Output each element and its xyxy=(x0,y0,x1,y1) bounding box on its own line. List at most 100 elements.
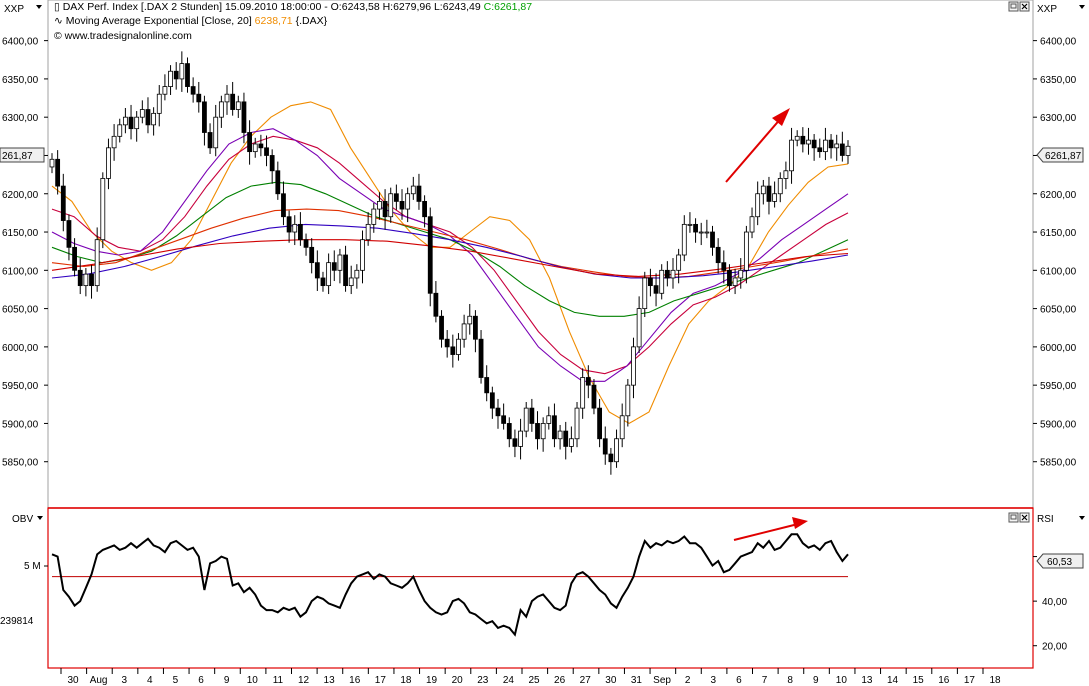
candle-body xyxy=(292,223,298,233)
candle-body xyxy=(393,193,399,202)
candle-body xyxy=(484,377,490,394)
chevron-down-icon[interactable] xyxy=(37,516,43,520)
candle-body xyxy=(399,201,405,210)
candle-body xyxy=(518,430,523,447)
close-icon[interactable] xyxy=(1019,512,1030,523)
candle-body xyxy=(670,269,676,279)
x-axis: 30 Aug 3 4 5 6 9 10 11 12 13 16 17 18 19 20 23 24 25 26 27 30… xyxy=(60,668,1001,686)
candle-body xyxy=(258,143,264,149)
chevron-down-icon[interactable] xyxy=(36,5,42,9)
candle-body xyxy=(467,315,473,325)
ohlc-readout: 15.09.2010 18:00:00 - O:6243,58 H:6279,9… xyxy=(224,1,481,13)
candle-body xyxy=(168,70,173,87)
candle-body xyxy=(845,145,851,156)
candle-body xyxy=(77,269,83,287)
candle-body xyxy=(410,185,416,195)
candle-body xyxy=(693,223,698,233)
candle-body xyxy=(574,407,580,440)
candle-body xyxy=(275,170,281,195)
y-tick-label-right: 6000,00 xyxy=(1040,343,1077,354)
candle-body xyxy=(535,423,540,440)
chevron-down-icon[interactable] xyxy=(1079,516,1085,520)
candle-body xyxy=(608,453,614,463)
ema-line xyxy=(51,208,849,279)
candle-body xyxy=(738,269,744,279)
candle-body xyxy=(755,193,761,218)
x-tick-label: 31 xyxy=(631,675,643,686)
x-tick-label: 4 xyxy=(147,675,153,686)
candle-icon: ▯ xyxy=(54,1,60,13)
candle-body xyxy=(89,273,94,287)
candle-body xyxy=(286,216,292,233)
candle-body xyxy=(196,93,202,103)
candle-body xyxy=(811,139,817,149)
x-tick-label: 9 xyxy=(813,675,819,686)
candle-body xyxy=(264,147,269,156)
y-tick-label-right: 6200,00 xyxy=(1040,190,1077,201)
minimize-icon[interactable] xyxy=(1008,1,1019,12)
candle-body xyxy=(557,430,563,440)
candle-body xyxy=(422,201,427,218)
candle-body xyxy=(783,170,789,179)
ema-line xyxy=(51,223,849,279)
candle-body xyxy=(49,158,55,168)
x-tick-label: 2 xyxy=(685,675,691,686)
candle-body xyxy=(213,116,219,149)
x-tick-label: 12 xyxy=(298,675,310,686)
chevron-down-icon[interactable] xyxy=(1079,5,1085,9)
candle-body xyxy=(777,178,783,195)
candle-body xyxy=(337,254,343,271)
candle-body xyxy=(348,277,354,287)
source-row: © www.tradesignalonline.com xyxy=(54,30,192,42)
candle-body xyxy=(473,315,478,340)
candle-body xyxy=(721,262,727,271)
close-readout: C:6261,87 xyxy=(483,1,533,13)
candle-body xyxy=(94,239,100,287)
candle-body xyxy=(343,254,348,287)
candle-body xyxy=(495,407,501,417)
y-tick-label-left: 5900,00 xyxy=(2,419,39,430)
y-tick-label-left: 5950,00 xyxy=(2,381,39,392)
candle-body xyxy=(727,269,732,287)
x-tick-label: 9 xyxy=(224,675,230,686)
indicator-value: 6238,71 xyxy=(254,15,293,27)
candle-body xyxy=(117,124,123,137)
candle-body xyxy=(185,63,190,87)
x-tick-label: 14 xyxy=(887,675,899,686)
candle-body xyxy=(506,423,512,440)
candle-body xyxy=(619,415,625,440)
candle-body xyxy=(839,143,845,156)
candle-body xyxy=(772,193,778,202)
x-tick-label: 16 xyxy=(349,675,361,686)
candle-body xyxy=(450,346,456,355)
y-tick-label-right: 6300,00 xyxy=(1040,113,1077,124)
candle-body xyxy=(111,135,117,149)
rsi-line xyxy=(51,533,849,637)
y-tick-label-left: 6050,00 xyxy=(2,305,39,316)
y-tick-label-right: 6150,00 xyxy=(1040,228,1077,239)
candle-body xyxy=(83,273,89,287)
candle-body xyxy=(800,135,806,145)
candle-body xyxy=(207,132,213,149)
rsi-value-tag: 60,53 xyxy=(1036,553,1084,569)
candle-body xyxy=(817,147,823,153)
candle-body xyxy=(828,139,834,149)
rsi-value-label: 60,53 xyxy=(1047,557,1072,568)
x-tick-label: 11 xyxy=(273,675,284,686)
x-tick-label: 30 xyxy=(67,675,79,686)
candle-body xyxy=(563,430,569,447)
chart-title-row: ▯ DAX Perf. Index [.DAX 2 Stunden] 15.09… xyxy=(54,1,532,13)
candle-body xyxy=(760,185,766,195)
close-icon[interactable] xyxy=(1019,1,1030,12)
candle-body xyxy=(281,193,286,218)
trend-arrow-rsi xyxy=(733,517,808,541)
trend-arrow-price xyxy=(725,108,790,183)
minimize-icon[interactable] xyxy=(1008,512,1019,523)
x-tick-label: 15 xyxy=(913,675,925,686)
candle-body xyxy=(523,407,529,432)
candle-body xyxy=(190,86,196,95)
candle-body xyxy=(314,262,320,279)
y-tick-label-right: 5950,00 xyxy=(1040,381,1077,392)
candle-body xyxy=(648,277,653,287)
